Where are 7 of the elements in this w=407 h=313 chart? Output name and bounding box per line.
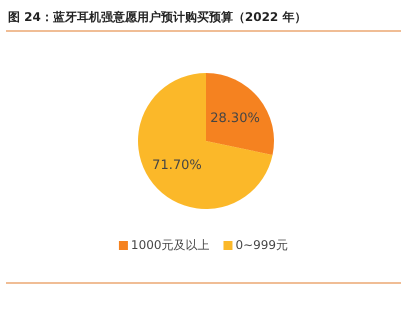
pie-slice: [206, 73, 274, 155]
chart-title: 图 24：蓝牙耳机强意愿用户预计购买预算（2022 年）: [8, 10, 306, 24]
data-label: 71.70%: [152, 158, 202, 174]
legend-label: 0~999元: [235, 238, 288, 252]
legend-label: 1000元及以上: [130, 238, 210, 252]
data-label: 28.30%: [210, 110, 260, 126]
pie-slice: [138, 73, 273, 209]
